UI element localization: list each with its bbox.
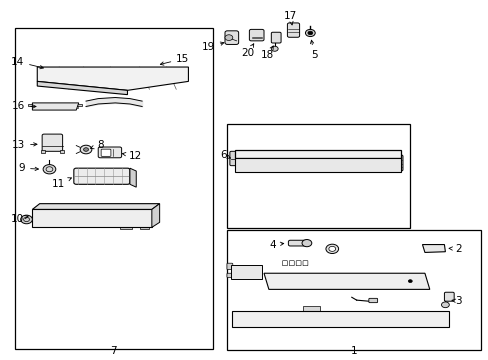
- Circle shape: [441, 302, 448, 308]
- FancyBboxPatch shape: [287, 23, 299, 37]
- Text: 7: 7: [110, 346, 117, 356]
- Text: 17: 17: [283, 11, 296, 25]
- FancyBboxPatch shape: [341, 279, 350, 284]
- FancyBboxPatch shape: [282, 261, 287, 266]
- Circle shape: [328, 246, 335, 251]
- Bar: [140, 226, 149, 229]
- Text: 15: 15: [160, 54, 189, 65]
- Polygon shape: [264, 273, 429, 289]
- Text: 8: 8: [90, 140, 103, 150]
- Bar: [41, 150, 45, 153]
- Bar: [227, 230, 480, 350]
- FancyBboxPatch shape: [71, 105, 79, 109]
- Polygon shape: [230, 265, 261, 279]
- Polygon shape: [234, 158, 400, 172]
- FancyBboxPatch shape: [296, 261, 301, 266]
- Polygon shape: [152, 204, 159, 227]
- FancyBboxPatch shape: [303, 261, 307, 266]
- FancyBboxPatch shape: [61, 105, 69, 109]
- Text: 4: 4: [269, 239, 283, 249]
- Bar: [108, 68, 132, 76]
- FancyBboxPatch shape: [226, 263, 232, 270]
- FancyBboxPatch shape: [74, 168, 130, 184]
- FancyBboxPatch shape: [444, 292, 453, 301]
- Text: 6: 6: [220, 150, 230, 160]
- Polygon shape: [130, 168, 136, 187]
- FancyBboxPatch shape: [288, 240, 307, 246]
- Polygon shape: [264, 289, 429, 293]
- Polygon shape: [32, 103, 79, 110]
- Bar: [140, 71, 154, 78]
- Polygon shape: [232, 311, 448, 327]
- Text: 13: 13: [12, 140, 37, 150]
- Circle shape: [305, 30, 315, 37]
- Text: 2: 2: [448, 244, 461, 254]
- Bar: [27, 104, 33, 106]
- FancyBboxPatch shape: [98, 147, 122, 158]
- Circle shape: [271, 46, 278, 51]
- Text: 1: 1: [350, 346, 357, 356]
- Bar: [120, 226, 132, 229]
- Bar: [60, 150, 63, 153]
- Circle shape: [224, 35, 232, 41]
- Text: 20: 20: [241, 44, 254, 58]
- Bar: [227, 125, 409, 228]
- Polygon shape: [279, 260, 310, 267]
- FancyBboxPatch shape: [52, 105, 59, 109]
- Text: 14: 14: [11, 57, 43, 69]
- FancyBboxPatch shape: [387, 155, 402, 171]
- FancyBboxPatch shape: [42, 134, 62, 151]
- FancyBboxPatch shape: [249, 30, 264, 41]
- Circle shape: [325, 244, 338, 253]
- Text: 12: 12: [122, 150, 142, 161]
- Polygon shape: [422, 244, 445, 252]
- FancyBboxPatch shape: [42, 105, 49, 109]
- Polygon shape: [261, 265, 267, 281]
- FancyBboxPatch shape: [271, 32, 281, 43]
- Polygon shape: [232, 327, 448, 332]
- Text: 5: 5: [310, 40, 317, 60]
- Polygon shape: [234, 149, 400, 158]
- Bar: [77, 104, 82, 106]
- FancyBboxPatch shape: [101, 149, 111, 156]
- Circle shape: [302, 239, 311, 247]
- Bar: [15, 28, 212, 348]
- Polygon shape: [32, 204, 159, 210]
- Text: 19: 19: [202, 42, 224, 52]
- Text: 18: 18: [261, 46, 274, 60]
- FancyBboxPatch shape: [289, 261, 294, 266]
- Circle shape: [83, 148, 88, 151]
- FancyBboxPatch shape: [226, 273, 232, 278]
- Bar: [303, 306, 320, 311]
- Polygon shape: [37, 81, 127, 95]
- Text: 11: 11: [52, 178, 71, 189]
- Circle shape: [43, 165, 56, 174]
- Text: 16: 16: [12, 102, 36, 112]
- Polygon shape: [271, 275, 422, 288]
- Circle shape: [407, 280, 411, 283]
- Polygon shape: [37, 67, 188, 90]
- Text: 3: 3: [451, 296, 461, 306]
- Circle shape: [307, 31, 312, 35]
- Circle shape: [80, 145, 92, 154]
- FancyBboxPatch shape: [368, 298, 377, 303]
- Polygon shape: [32, 210, 152, 227]
- Text: 10: 10: [11, 215, 28, 224]
- FancyBboxPatch shape: [224, 31, 238, 44]
- Text: 9: 9: [19, 163, 39, 173]
- Circle shape: [20, 215, 32, 224]
- FancyBboxPatch shape: [229, 151, 240, 166]
